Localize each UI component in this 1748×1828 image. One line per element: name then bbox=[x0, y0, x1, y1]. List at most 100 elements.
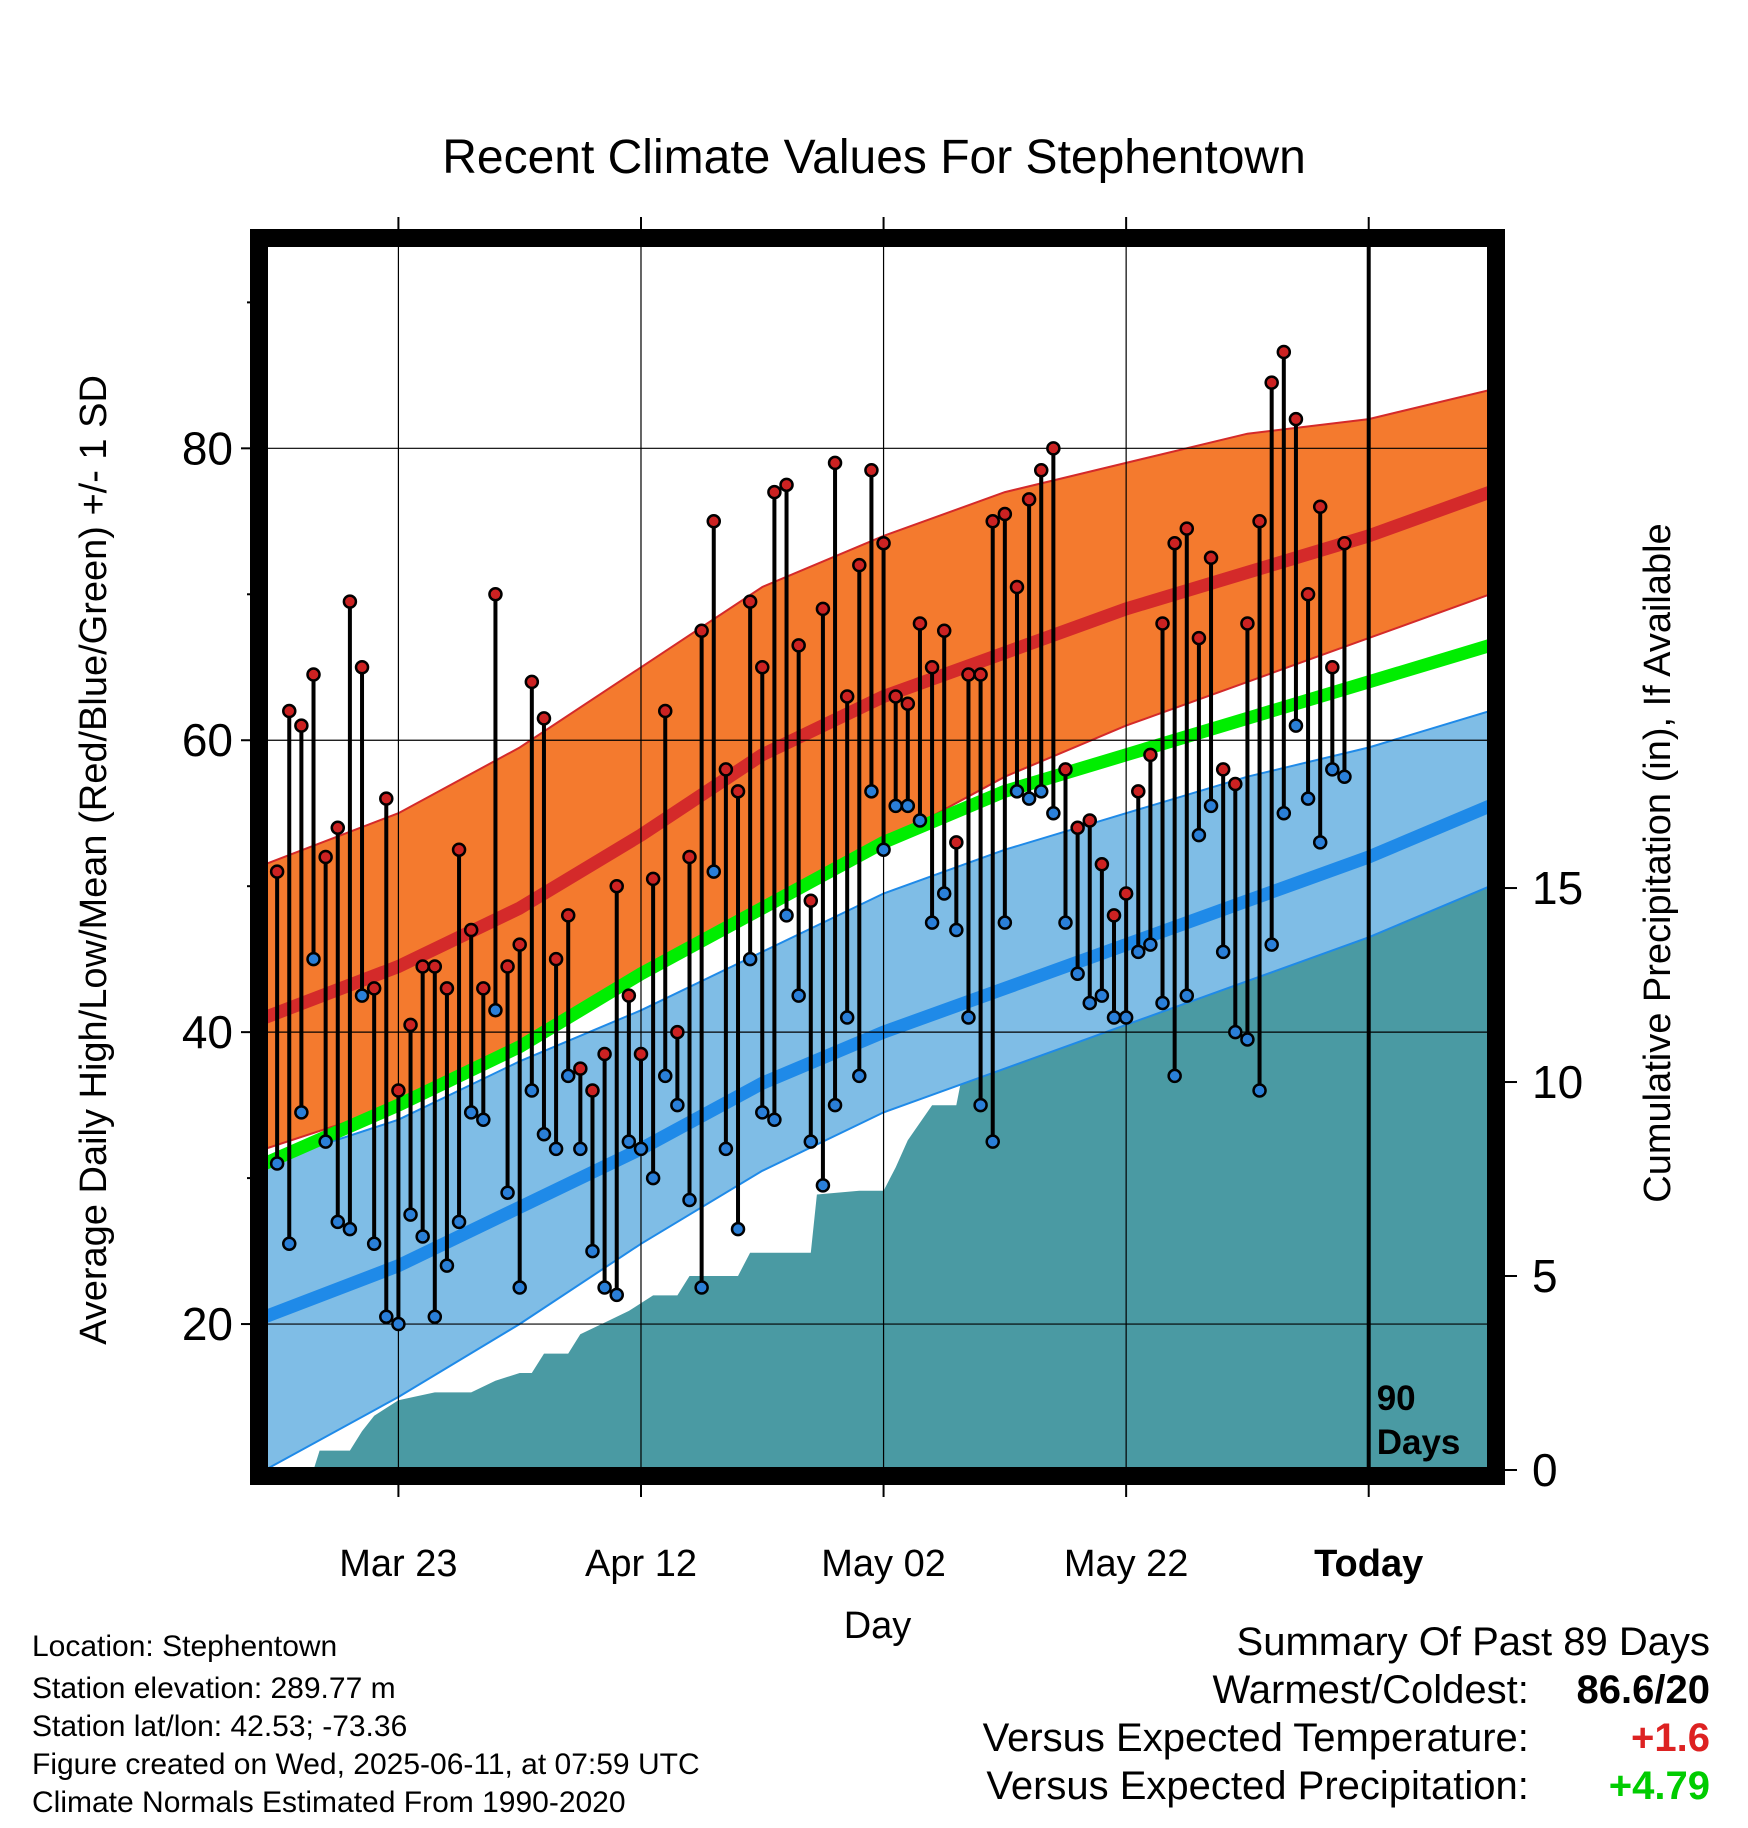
daily-low-point bbox=[415, 1229, 430, 1244]
daily-high-point bbox=[1325, 660, 1340, 675]
daily-low-point bbox=[560, 1068, 576, 1084]
created-text: Figure created on Wed, 2025-06-11, at 07… bbox=[32, 1748, 700, 1781]
warm-cold-label: Warmest/Coldest: bbox=[1212, 1668, 1529, 1712]
daily-low-point bbox=[718, 1141, 734, 1157]
daily-high-point bbox=[767, 484, 782, 500]
daily-low-point bbox=[682, 1192, 697, 1208]
daily-low-point bbox=[1240, 1032, 1255, 1047]
x-tick-label-0: Mar 23 bbox=[339, 1543, 457, 1585]
daily-low-point bbox=[694, 1280, 709, 1295]
daily-high-point bbox=[1215, 762, 1231, 777]
y-tick-label-0: 20 bbox=[182, 1298, 233, 1350]
daily-high-point bbox=[657, 703, 673, 719]
daily-low-point bbox=[1094, 988, 1110, 1003]
daily-low-point bbox=[524, 1083, 540, 1098]
daily-high-point bbox=[1070, 820, 1085, 836]
daily-low-point bbox=[706, 864, 722, 879]
y2-tick-label-1: 5 bbox=[1532, 1250, 1558, 1302]
daily-low-point bbox=[876, 842, 891, 857]
daily-high-point bbox=[1143, 747, 1158, 763]
daily-low-point bbox=[536, 1127, 552, 1142]
daily-low-point bbox=[755, 1105, 770, 1120]
daily-high-point bbox=[1288, 411, 1304, 427]
daily-high-point bbox=[1240, 616, 1255, 631]
daily-high-point bbox=[415, 959, 430, 974]
x-tick-label-2: May 02 bbox=[821, 1543, 946, 1585]
daily-high-point bbox=[597, 1046, 612, 1062]
daily-low-point bbox=[330, 1214, 346, 1230]
y-tick-label-2: 60 bbox=[182, 714, 233, 766]
daily-high-point bbox=[645, 871, 661, 887]
daily-low-point bbox=[306, 951, 321, 967]
daily-low-point bbox=[366, 1236, 382, 1252]
daily-high-point bbox=[1337, 535, 1352, 551]
daily-high-point bbox=[573, 1061, 588, 1076]
daily-high-point bbox=[670, 1024, 685, 1040]
y2-tick-label-0: 0 bbox=[1532, 1444, 1558, 1496]
daily-high-point bbox=[839, 689, 855, 704]
x-tick-label-4: Today bbox=[1314, 1543, 1423, 1585]
daily-high-point bbox=[548, 951, 564, 967]
daily-low-point bbox=[912, 813, 928, 828]
summary-title: Summary Of Past 89 Days bbox=[1236, 1620, 1710, 1664]
daily-high-point bbox=[888, 689, 903, 704]
daily-low-point bbox=[1276, 805, 1292, 821]
daily-low-point bbox=[985, 1134, 1000, 1149]
daily-low-point bbox=[791, 988, 806, 1003]
warm-cold-value: 86.6/20 bbox=[1540, 1666, 1710, 1714]
daily-high-point bbox=[524, 674, 540, 690]
daily-low-point bbox=[1203, 798, 1219, 814]
daily-high-point bbox=[269, 864, 285, 879]
daily-high-point bbox=[827, 455, 843, 471]
daily-low-point bbox=[1106, 1010, 1122, 1025]
daily-high-point bbox=[609, 878, 624, 894]
daily-high-point bbox=[427, 959, 443, 974]
daily-high-point bbox=[621, 988, 637, 1003]
daily-low-point bbox=[1252, 1083, 1267, 1098]
daily-high-point bbox=[403, 1017, 418, 1033]
daily-low-point bbox=[1325, 762, 1340, 777]
daily-low-point bbox=[548, 1141, 564, 1157]
daily-low-point bbox=[742, 951, 758, 967]
daily-high-point bbox=[1228, 776, 1243, 792]
daily-low-point bbox=[973, 1097, 988, 1113]
today-marker-unit: Days bbox=[1377, 1423, 1461, 1462]
daily-low-point bbox=[1312, 835, 1328, 850]
daily-low-point bbox=[463, 1105, 479, 1120]
daily-high-point bbox=[1046, 441, 1061, 456]
daily-high-point bbox=[1312, 499, 1328, 514]
y-axis-title: Average Daily High/Low/Mean (Red/Blue/Gr… bbox=[73, 375, 115, 1345]
daily-low-point bbox=[451, 1214, 467, 1230]
daily-low-point bbox=[1070, 966, 1085, 982]
latlon-text: Station lat/lon: 42.53; -73.36 bbox=[32, 1710, 408, 1743]
daily-low-point bbox=[609, 1287, 624, 1303]
precip-row: Versus Expected Precipitation: +4.79 bbox=[983, 1762, 1710, 1810]
warm-cold-separator: / bbox=[1654, 1668, 1666, 1712]
daily-low-point bbox=[888, 798, 903, 814]
daily-low-point bbox=[342, 1221, 358, 1237]
daily-low-point bbox=[391, 1316, 406, 1332]
daily-high-point bbox=[1033, 462, 1049, 478]
daily-low-point bbox=[779, 908, 794, 923]
daily-low-point bbox=[827, 1097, 843, 1113]
daily-low-point bbox=[852, 1068, 867, 1084]
daily-high-point bbox=[900, 696, 916, 711]
daily-low-point bbox=[949, 922, 964, 938]
daily-low-point bbox=[1009, 784, 1025, 799]
daily-low-point bbox=[1179, 988, 1195, 1003]
daily-high-point bbox=[912, 616, 928, 631]
daily-high-point bbox=[876, 535, 891, 551]
daily-low-point bbox=[585, 1243, 600, 1259]
daily-high-point bbox=[633, 1046, 649, 1062]
daily-high-point bbox=[560, 908, 576, 923]
daily-high-point bbox=[500, 959, 515, 974]
daily-high-point bbox=[282, 703, 297, 719]
daily-low-point bbox=[488, 1003, 503, 1018]
daily-low-point bbox=[730, 1221, 746, 1237]
daily-low-point bbox=[1288, 718, 1304, 733]
y2-axis-title: Cumulative Precipitation (in), If Availa… bbox=[1637, 523, 1679, 1202]
low-sd-band bbox=[265, 711, 1490, 1470]
daily-low-point bbox=[1058, 915, 1073, 930]
daily-high-point bbox=[1191, 630, 1207, 646]
